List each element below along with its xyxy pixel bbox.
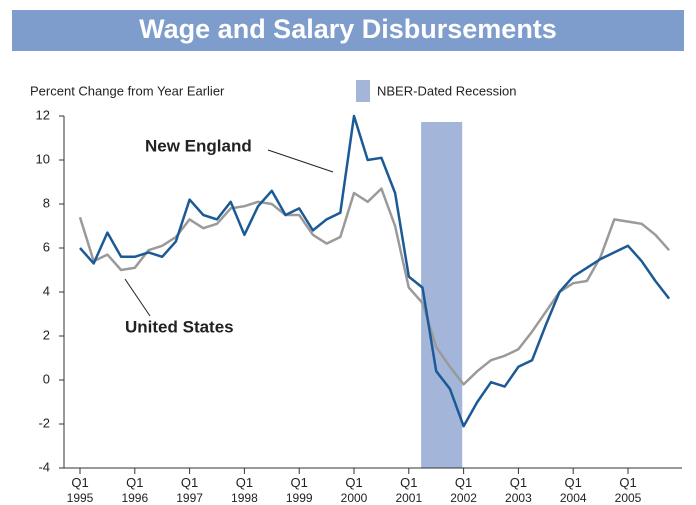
y-tick-label: 6 bbox=[43, 239, 50, 254]
recession-band bbox=[421, 122, 463, 468]
x-tick-label: Q1 1997 bbox=[176, 475, 203, 505]
x-tick-label: Q1 1995 bbox=[67, 475, 94, 505]
y-tick-label: 2 bbox=[43, 327, 50, 342]
y-tick-label: 4 bbox=[43, 283, 50, 298]
leader-line bbox=[267, 149, 334, 173]
x-tick-label: Q1 1996 bbox=[121, 475, 148, 505]
y-tick-label: -4 bbox=[38, 459, 50, 474]
y-tick-label: 12 bbox=[36, 107, 50, 122]
series-label: United States bbox=[125, 317, 234, 336]
x-tick-label: Q1 2003 bbox=[505, 475, 532, 505]
y-axis-label: Percent Change from Year Earlier bbox=[30, 83, 225, 98]
x-tick-label: Q1 2005 bbox=[615, 475, 642, 505]
x-tick-label: Q1 1999 bbox=[286, 475, 313, 505]
x-tick-label: Q1 2002 bbox=[450, 475, 477, 505]
x-tick-label: Q1 2004 bbox=[560, 475, 587, 505]
x-tick-label: Q1 2000 bbox=[341, 475, 368, 505]
y-tick-label: 8 bbox=[43, 195, 50, 210]
legend-swatch bbox=[356, 80, 370, 102]
y-tick-label: -2 bbox=[38, 415, 50, 430]
series-line bbox=[79, 114, 671, 428]
x-tick-label: Q1 1998 bbox=[231, 475, 258, 505]
y-tick-label: 0 bbox=[43, 371, 50, 386]
series-label: New England bbox=[145, 136, 252, 155]
series-line bbox=[78, 187, 671, 386]
legend-label: NBER-Dated Recession bbox=[377, 83, 516, 98]
chart-title: Wage and Salary Disbursements bbox=[139, 14, 557, 44]
x-tick-label: Q1 2001 bbox=[395, 475, 422, 505]
leader-line bbox=[124, 278, 151, 317]
title-banner bbox=[12, 10, 684, 51]
y-tick-label: 10 bbox=[36, 151, 50, 166]
